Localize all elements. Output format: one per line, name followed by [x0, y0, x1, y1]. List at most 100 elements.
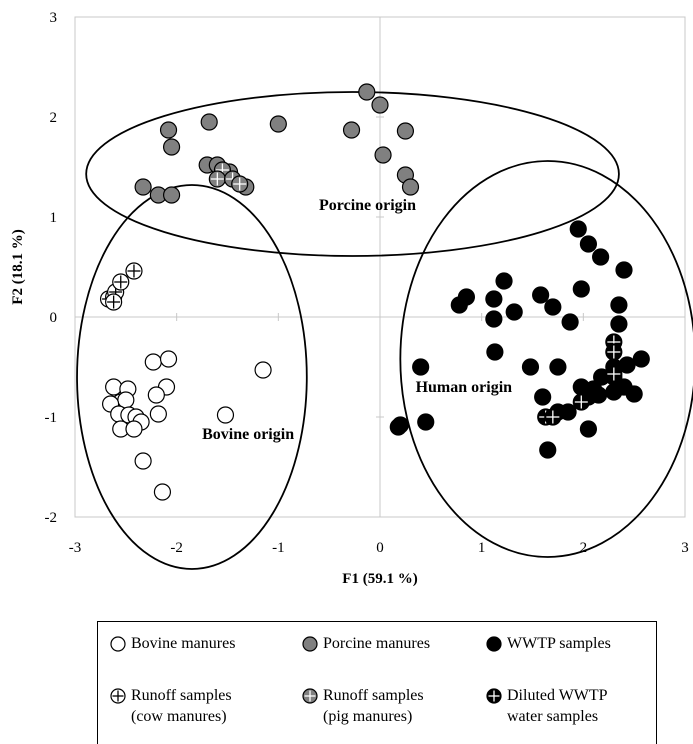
- legend-label-bovine-manures: Bovine manures: [131, 635, 236, 652]
- legend-marker: [110, 636, 126, 652]
- marker-circle: [149, 405, 167, 423]
- data-point: [632, 350, 650, 368]
- marker-circle: [592, 248, 610, 266]
- gray-circle-icon: [302, 636, 318, 652]
- ellipse-human: [399, 160, 693, 558]
- x-tick-label: -1: [272, 540, 285, 556]
- data-point: [231, 175, 249, 193]
- y-tick-label: 3: [50, 10, 58, 26]
- marker-circle: [110, 636, 126, 652]
- data-point: [371, 96, 389, 114]
- marker-circle: [534, 388, 552, 406]
- marker-circle: [579, 235, 598, 253]
- marker-circle: [159, 121, 178, 139]
- marker-circle: [396, 122, 415, 140]
- x-tick-label: 2: [580, 540, 588, 556]
- data-point: [144, 353, 162, 371]
- marker-circle: [342, 121, 361, 139]
- data-point: [485, 310, 503, 328]
- data-point: [412, 358, 430, 376]
- marker-circle: [159, 350, 178, 368]
- data-point: [534, 388, 552, 406]
- y-tick-label: 2: [50, 110, 58, 126]
- legend-marker: [486, 636, 502, 652]
- data-point: [374, 146, 392, 164]
- legend-label-runoff-pig: Runoff samples (pig manures): [323, 687, 424, 725]
- marker-circle: [401, 178, 420, 196]
- data-point: [572, 280, 590, 298]
- marker-circle: [549, 358, 567, 376]
- data-point: [485, 290, 503, 308]
- group-labels: Porcine origin Human origin Bovine origin: [202, 197, 512, 443]
- legend-marker: [486, 688, 502, 704]
- data-point: [559, 403, 577, 421]
- series-open: [101, 350, 272, 501]
- marker-circle: [532, 286, 550, 304]
- marker-circle: [505, 303, 523, 321]
- legend-label-porcine-manures: Porcine manures: [323, 635, 431, 652]
- data-point: [389, 418, 407, 436]
- marker-circle: [302, 636, 318, 652]
- ellipse-bovine: [76, 184, 308, 570]
- marker-circle: [417, 413, 435, 431]
- legend-label-diluted-wwtp: Diluted WWTP water samples: [507, 687, 608, 725]
- legend-item-runoff-cow: Runoff samples (cow manures): [110, 685, 232, 727]
- legend-item-diluted-wwtp: Diluted WWTP water samples: [486, 685, 608, 727]
- marker-circle: [610, 315, 628, 333]
- y-tick-label: 1: [50, 210, 58, 226]
- marker-circle: [625, 385, 643, 403]
- legend-label-wwtp-samples: WWTP samples: [507, 635, 611, 652]
- data-point: [579, 420, 598, 438]
- x-tick-label: 0: [376, 540, 384, 556]
- data-point: [125, 262, 143, 280]
- x-tick-label: -3: [69, 540, 82, 556]
- series-gray-cross: [208, 161, 249, 193]
- marker-circle: [485, 290, 503, 308]
- marker-circle: [521, 358, 540, 376]
- marker-circle: [153, 483, 172, 501]
- marker-circle: [389, 418, 407, 436]
- data-point: [495, 272, 513, 290]
- data-point: [615, 261, 633, 279]
- data-point: [505, 303, 523, 321]
- data-point: [549, 358, 567, 376]
- marker-circle: [134, 178, 152, 196]
- marker-circle: [105, 378, 123, 396]
- data-point: [569, 220, 587, 238]
- group-label: Porcine origin: [319, 197, 416, 214]
- marker-circle: [200, 113, 218, 131]
- data-point: [396, 122, 415, 140]
- marker-circle: [358, 83, 376, 101]
- data-point: [200, 113, 218, 131]
- data-point: [579, 235, 598, 253]
- marker-circle: [412, 358, 430, 376]
- black-circle-icon: [486, 636, 502, 652]
- series-black-cross: [537, 333, 623, 426]
- legend-marker: [302, 688, 318, 704]
- data-points: [99, 83, 650, 501]
- data-point: [105, 293, 123, 311]
- legend-marker: [302, 636, 318, 652]
- open-circle-icon: [110, 636, 126, 652]
- marker-circle: [615, 261, 633, 279]
- data-point: [486, 343, 504, 361]
- x-tick-label: 3: [681, 540, 689, 556]
- x-axis-title: F1 (59.1 %): [342, 571, 417, 587]
- y-axis-title: F2 (18.1 %): [10, 229, 26, 304]
- marker-circle: [610, 296, 628, 314]
- marker-circle: [579, 420, 598, 438]
- group-label: Bovine origin: [202, 426, 294, 443]
- marker-circle: [125, 420, 143, 438]
- marker-circle: [162, 138, 181, 156]
- marker-circle: [486, 343, 504, 361]
- data-point: [544, 408, 562, 426]
- marker-circle: [618, 356, 636, 374]
- data-point: [254, 361, 272, 379]
- legend-item-porcine-manures: Porcine manures: [302, 633, 430, 654]
- data-point: [521, 358, 540, 376]
- tick-labels: -3 -2 -1 0 1 2 3 -2 -1 0 1 2 3: [45, 10, 689, 556]
- data-point: [162, 138, 181, 156]
- scatter-chart: -3 -2 -1 0 1 2 3 -2 -1 0 1 2 3 Porcine origin Human o…: [10, 10, 693, 587]
- x-tick-label: 1: [478, 540, 486, 556]
- marker-circle: [162, 186, 181, 204]
